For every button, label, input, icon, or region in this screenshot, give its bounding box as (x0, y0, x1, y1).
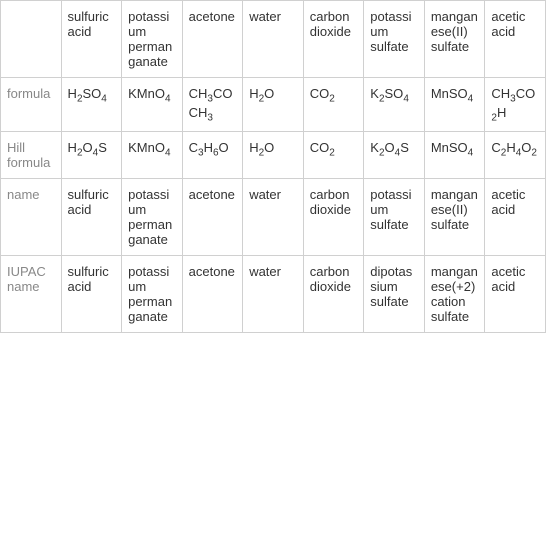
formula-cell: H2O (243, 132, 304, 179)
text-cell: acetic acid (485, 256, 546, 333)
table-row: Hill formula H2O4S KMnO4 C3H6O H2O CO2 K… (1, 132, 546, 179)
row-label: Hill formula (1, 132, 62, 179)
text-cell: carbon dioxide (303, 179, 364, 256)
formula-cell: MnSO4 (424, 78, 485, 132)
chemical-properties-table: sulfuric acid potassium permanganate ace… (0, 0, 546, 333)
text-cell: manganese(+2) cation sulfate (424, 256, 485, 333)
header-empty-cell (1, 1, 62, 78)
table-row: name sulfuric acid potassium permanganat… (1, 179, 546, 256)
header-cell: manganese(II) sulfate (424, 1, 485, 78)
formula-cell: KMnO4 (122, 78, 183, 132)
header-cell: potassium sulfate (364, 1, 425, 78)
row-label: formula (1, 78, 62, 132)
formula-cell: C3H6O (182, 132, 243, 179)
text-cell: sulfuric acid (61, 256, 122, 333)
table-body: sulfuric acid potassium permanganate ace… (1, 1, 546, 333)
formula-cell: H2SO4 (61, 78, 122, 132)
text-cell: acetone (182, 256, 243, 333)
formula-cell: H2O (243, 78, 304, 132)
table-row: formula H2SO4 KMnO4 CH3COCH3 H2O CO2 K2S… (1, 78, 546, 132)
formula-cell: C2H4O2 (485, 132, 546, 179)
text-cell: potassium sulfate (364, 179, 425, 256)
formula-cell: KMnO4 (122, 132, 183, 179)
text-cell: water (243, 256, 304, 333)
text-cell: dipotassium sulfate (364, 256, 425, 333)
row-label: name (1, 179, 62, 256)
text-cell: manganese(II) sulfate (424, 179, 485, 256)
formula-cell: CH3COCH3 (182, 78, 243, 132)
formula-cell: K2O4S (364, 132, 425, 179)
header-cell: potassium permanganate (122, 1, 183, 78)
header-cell: acetone (182, 1, 243, 78)
formula-cell: CO2 (303, 132, 364, 179)
text-cell: carbon dioxide (303, 256, 364, 333)
formula-cell: CO2 (303, 78, 364, 132)
text-cell: water (243, 179, 304, 256)
formula-cell: CH3CO2H (485, 78, 546, 132)
header-cell: water (243, 1, 304, 78)
header-cell: sulfuric acid (61, 1, 122, 78)
formula-cell: K2SO4 (364, 78, 425, 132)
text-cell: sulfuric acid (61, 179, 122, 256)
text-cell: acetic acid (485, 179, 546, 256)
text-cell: acetone (182, 179, 243, 256)
row-label: IUPAC name (1, 256, 62, 333)
header-cell: carbon dioxide (303, 1, 364, 78)
table-header-row: sulfuric acid potassium permanganate ace… (1, 1, 546, 78)
header-cell: acetic acid (485, 1, 546, 78)
text-cell: potassium permanganate (122, 256, 183, 333)
table-row: IUPAC name sulfuric acid potassium perma… (1, 256, 546, 333)
formula-cell: H2O4S (61, 132, 122, 179)
formula-cell: MnSO4 (424, 132, 485, 179)
text-cell: potassium permanganate (122, 179, 183, 256)
